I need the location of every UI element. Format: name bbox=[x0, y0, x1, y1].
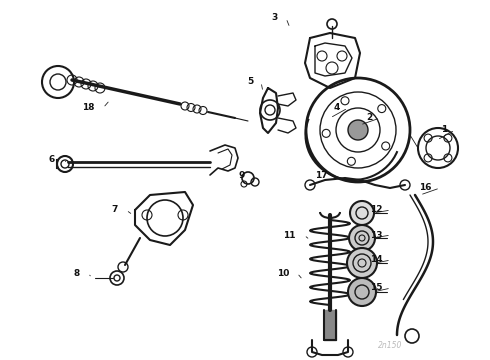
Text: 18: 18 bbox=[82, 104, 95, 112]
Text: 2: 2 bbox=[366, 113, 372, 122]
Circle shape bbox=[350, 201, 374, 225]
Text: 8: 8 bbox=[74, 269, 80, 278]
Text: 3: 3 bbox=[272, 13, 278, 22]
Text: 16: 16 bbox=[419, 184, 432, 193]
Text: 4: 4 bbox=[334, 104, 340, 112]
Text: 5: 5 bbox=[247, 77, 253, 86]
Text: 14: 14 bbox=[370, 256, 383, 265]
Text: 10: 10 bbox=[277, 269, 289, 278]
Text: 1: 1 bbox=[441, 126, 447, 135]
Circle shape bbox=[349, 225, 375, 251]
Circle shape bbox=[348, 278, 376, 306]
Text: 17: 17 bbox=[316, 171, 328, 180]
Text: 9: 9 bbox=[239, 171, 245, 180]
Text: 12: 12 bbox=[370, 206, 383, 215]
Text: 6: 6 bbox=[49, 156, 55, 165]
Text: 7: 7 bbox=[112, 206, 118, 215]
Text: 13: 13 bbox=[370, 230, 383, 239]
Text: 2n150: 2n150 bbox=[378, 341, 402, 350]
Circle shape bbox=[348, 120, 368, 140]
Text: 15: 15 bbox=[370, 284, 383, 292]
Circle shape bbox=[347, 248, 377, 278]
Text: 11: 11 bbox=[284, 230, 296, 239]
